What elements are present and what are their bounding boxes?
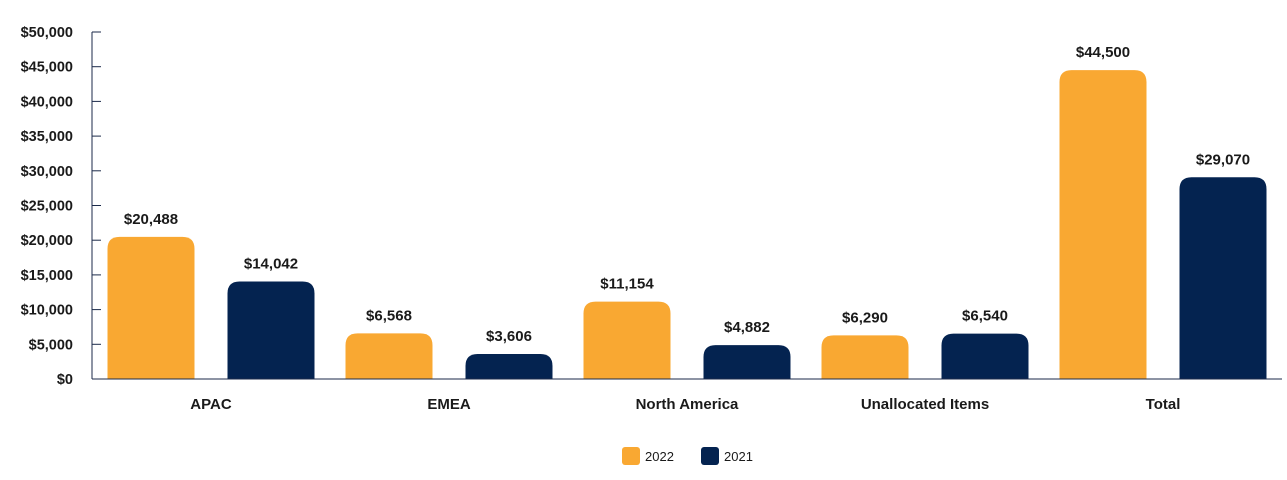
bar-2021-unallocated-items xyxy=(941,333,1029,379)
data-label: $6,568 xyxy=(366,307,412,324)
y-tick-label: $45,000 xyxy=(21,60,73,76)
legend-label: 2021 xyxy=(724,449,753,464)
y-axis: $0 $5,000 $10,000 $15,000 $20,000 $25,000 $30,… xyxy=(21,25,101,388)
y-tick-label: $40,000 xyxy=(21,94,73,110)
y-tick-label: $30,000 xyxy=(21,164,73,180)
data-label: $6,540 xyxy=(962,308,1008,325)
bar-2021-north-america xyxy=(703,345,791,379)
bar-2021-emea xyxy=(465,353,553,379)
bar-2022-emea xyxy=(345,333,433,379)
y-tick-label: $50,000 xyxy=(21,25,73,41)
data-label: $4,882 xyxy=(724,319,770,336)
bar-2022-unallocated-items xyxy=(821,335,909,379)
y-tick-label: $20,000 xyxy=(21,233,73,249)
data-label: $20,488 xyxy=(124,211,178,228)
data-label: $6,290 xyxy=(842,309,888,326)
y-tick-label: $15,000 xyxy=(21,268,73,284)
x-category-label: Unallocated Items xyxy=(861,396,989,413)
bar-2022-total xyxy=(1059,70,1147,380)
x-axis: APAC EMEA North America Unallocated Items To… xyxy=(92,378,1282,413)
x-category-label: Total xyxy=(1146,396,1181,413)
y-tick-label: $25,000 xyxy=(21,199,73,215)
y-tick-label: $10,000 xyxy=(21,303,73,319)
data-label: $3,606 xyxy=(486,328,532,345)
data-label: $14,042 xyxy=(244,256,298,273)
bar-2021-apac xyxy=(227,281,315,379)
y-tick-label: $0 xyxy=(57,372,73,388)
y-tick-label: $5,000 xyxy=(29,337,73,353)
bars: $20,488 $14,042 $6,568 $3,606 $11,154 $4,882 $… xyxy=(107,44,1267,380)
legend: 2022 2021 xyxy=(622,447,753,465)
legend-swatch-2022 xyxy=(622,447,640,465)
bar-2022-apac xyxy=(107,236,195,379)
bar-2021-total xyxy=(1179,177,1267,379)
x-category-label: EMEA xyxy=(427,396,471,413)
y-tick-label: $35,000 xyxy=(21,129,73,145)
legend-swatch-2021 xyxy=(701,447,719,465)
bar-2022-north-america xyxy=(583,301,671,379)
legend-label: 2022 xyxy=(645,449,674,464)
data-label: $29,070 xyxy=(1196,151,1250,168)
x-category-label: North America xyxy=(636,396,739,413)
x-category-label: APAC xyxy=(190,396,232,413)
data-label: $11,154 xyxy=(600,276,654,293)
data-label: $44,500 xyxy=(1076,44,1130,61)
